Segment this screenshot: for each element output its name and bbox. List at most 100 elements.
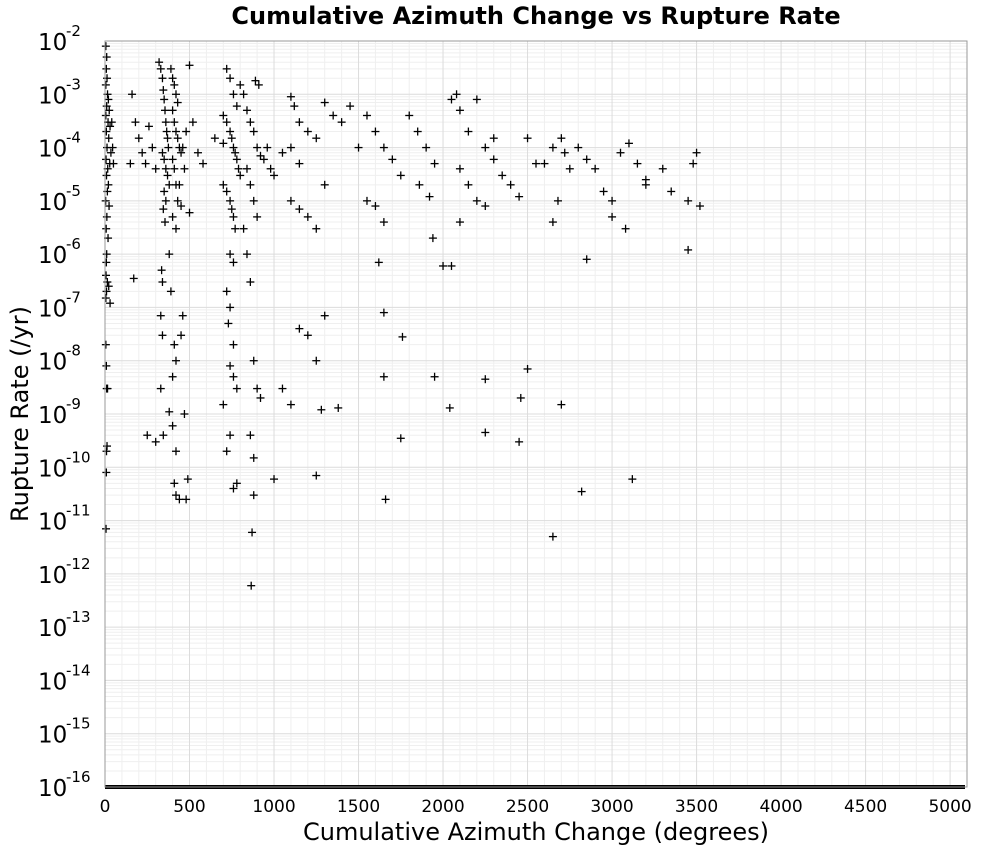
data-point — [242, 106, 251, 115]
data-point — [101, 80, 110, 89]
data-point — [472, 95, 481, 104]
data-point — [464, 180, 473, 189]
data-point — [516, 393, 525, 402]
data-point — [548, 532, 557, 541]
data-point — [159, 86, 168, 95]
data-point — [489, 134, 498, 143]
data-point — [185, 208, 194, 217]
y-tick-label: 10-4 — [38, 129, 81, 163]
data-point — [131, 118, 140, 127]
data-point — [101, 196, 110, 205]
data-point — [160, 95, 169, 104]
data-point — [177, 148, 186, 157]
data-point — [158, 148, 167, 157]
data-point — [103, 74, 112, 83]
data-point — [224, 319, 233, 328]
data-point — [689, 159, 698, 168]
x-tick-label: 2500 — [506, 797, 549, 817]
data-point — [226, 431, 235, 440]
data-point — [171, 90, 180, 99]
data-point — [226, 127, 235, 136]
data-point — [266, 164, 275, 173]
x-tick-labels: 0 500 1000 1500 2000 2500 3000 3500 4000 4500 5000 — [100, 797, 972, 817]
y-tick-label: 10-13 — [38, 608, 91, 642]
data-point — [226, 250, 235, 259]
data-point — [548, 218, 557, 227]
data-point — [151, 437, 160, 446]
data-point — [362, 111, 371, 120]
data-point — [126, 159, 135, 168]
data-point — [229, 340, 238, 349]
data-point — [692, 148, 701, 157]
data-point — [157, 266, 166, 275]
data-point — [303, 331, 312, 340]
data-point — [158, 331, 167, 340]
data-point — [156, 64, 165, 73]
data-point — [379, 218, 388, 227]
data-point — [104, 134, 113, 143]
data-point — [134, 134, 143, 143]
data-point — [249, 356, 258, 365]
data-point — [667, 187, 676, 196]
y-tick-exponent: -6 — [66, 235, 81, 253]
data-point — [170, 118, 179, 127]
data-point — [256, 393, 265, 402]
data-point — [232, 102, 241, 111]
data-point — [102, 64, 111, 73]
data-point — [171, 491, 180, 500]
data-point — [171, 224, 180, 233]
y-tick-label: 10-11 — [38, 502, 91, 536]
data-point — [379, 308, 388, 317]
data-point — [346, 102, 355, 111]
y-tick-base: 10 — [38, 190, 67, 216]
data-point — [259, 155, 268, 164]
y-tick-base: 10 — [38, 723, 67, 749]
data-point — [129, 274, 138, 283]
data-point — [481, 202, 490, 211]
data-point — [591, 164, 600, 173]
data-point — [231, 148, 240, 157]
data-point — [628, 475, 637, 484]
data-point — [582, 155, 591, 164]
data-point — [337, 118, 346, 127]
data-point — [219, 400, 228, 409]
chart-title: Cumulative Azimuth Change vs Rupture Rat… — [231, 2, 841, 30]
data-point — [168, 74, 177, 83]
data-point — [226, 196, 235, 205]
x-tick-label: 3000 — [590, 797, 633, 817]
data-point — [222, 118, 231, 127]
data-point — [193, 148, 202, 157]
data-point — [102, 524, 111, 533]
y-tick-label: 10-10 — [38, 448, 91, 482]
y-tick-base: 10 — [38, 616, 67, 642]
data-point — [161, 218, 170, 227]
data-point — [286, 143, 295, 152]
data-point — [165, 250, 174, 259]
y-tick-exponent: -9 — [66, 395, 81, 413]
data-point — [239, 224, 248, 233]
data-point — [102, 171, 111, 180]
data-point — [226, 303, 235, 312]
data-point — [104, 95, 113, 104]
y-tick-base: 10 — [38, 296, 67, 322]
data-point — [161, 164, 170, 173]
data-point — [168, 372, 177, 381]
data-point — [249, 127, 258, 136]
y-tick-base: 10 — [38, 510, 67, 536]
data-point — [102, 102, 111, 111]
data-point — [422, 143, 431, 152]
data-point — [320, 311, 329, 320]
x-tick-label: 4500 — [844, 797, 887, 817]
data-point — [270, 171, 279, 180]
data-point — [182, 127, 191, 136]
x-tick-label: 1500 — [337, 797, 380, 817]
data-point — [222, 64, 231, 73]
y-tick-exponent: -3 — [66, 75, 81, 93]
data-point — [101, 42, 110, 51]
data-point — [168, 421, 177, 430]
data-point — [102, 468, 111, 477]
data-point — [102, 53, 111, 62]
data-point — [286, 196, 295, 205]
data-point — [105, 202, 114, 211]
data-point — [371, 202, 380, 211]
